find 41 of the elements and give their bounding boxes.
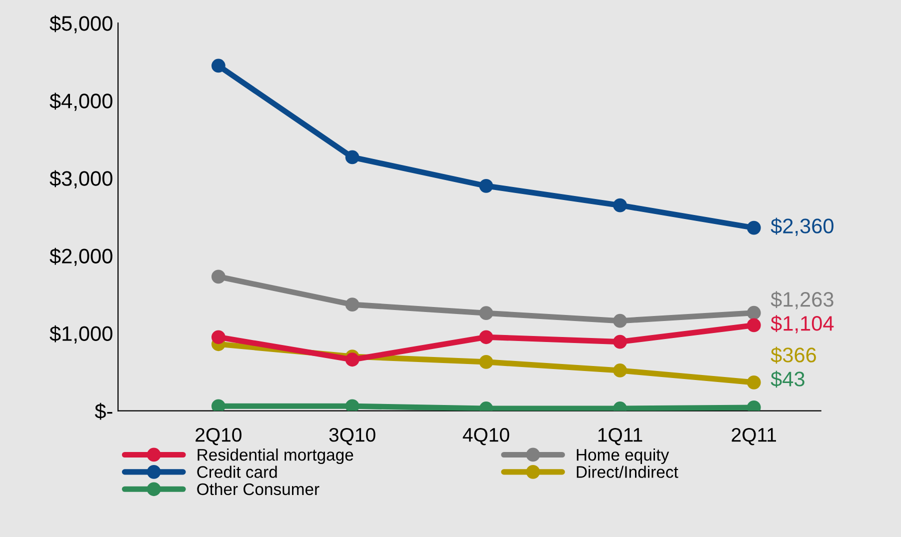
point (345, 399, 360, 411)
data-label: $2,360 (770, 218, 834, 236)
legend-label: Credit card (197, 466, 277, 478)
legend-label: Residential mortgage (198, 448, 354, 464)
point (613, 314, 627, 328)
point (211, 58, 226, 73)
point (613, 364, 627, 378)
data-label: $43 (770, 370, 804, 388)
legend-label: Direct/Indirect (576, 466, 678, 478)
x-tick-label: 2Q11 (732, 428, 776, 446)
data-label: $1,263 (770, 291, 834, 310)
point (211, 399, 226, 411)
data-label: $1,104 (770, 315, 834, 334)
y-tick-label: $4,000 (50, 92, 112, 111)
point (479, 330, 494, 344)
point (746, 318, 761, 332)
y-tick-label: $3,000 (50, 170, 112, 188)
y-tick-label: $1,000 (50, 325, 112, 344)
x-tick-label: 2Q10 (196, 428, 242, 446)
x-tick-label: 3Q10 (329, 428, 376, 446)
x-tick-label: 1Q11 (598, 428, 642, 446)
legend-label: Other Consumer (197, 482, 320, 496)
point (613, 334, 627, 349)
y-tick-label: $5,000 (50, 15, 112, 34)
point (479, 178, 494, 193)
point (479, 355, 494, 369)
legend-label: Home equity (576, 448, 670, 464)
y-tick-label: $- (94, 402, 112, 420)
point (345, 352, 360, 367)
point (746, 220, 761, 235)
point (613, 198, 627, 212)
point (746, 375, 761, 390)
point (345, 298, 360, 312)
point (746, 306, 761, 320)
point (211, 330, 226, 344)
data-label: $366 (770, 346, 816, 364)
point (211, 270, 226, 284)
y-tick-label: $2,000 (50, 248, 112, 266)
point (479, 306, 494, 320)
x-tick-label: 4Q10 (462, 428, 510, 446)
point (345, 150, 360, 164)
